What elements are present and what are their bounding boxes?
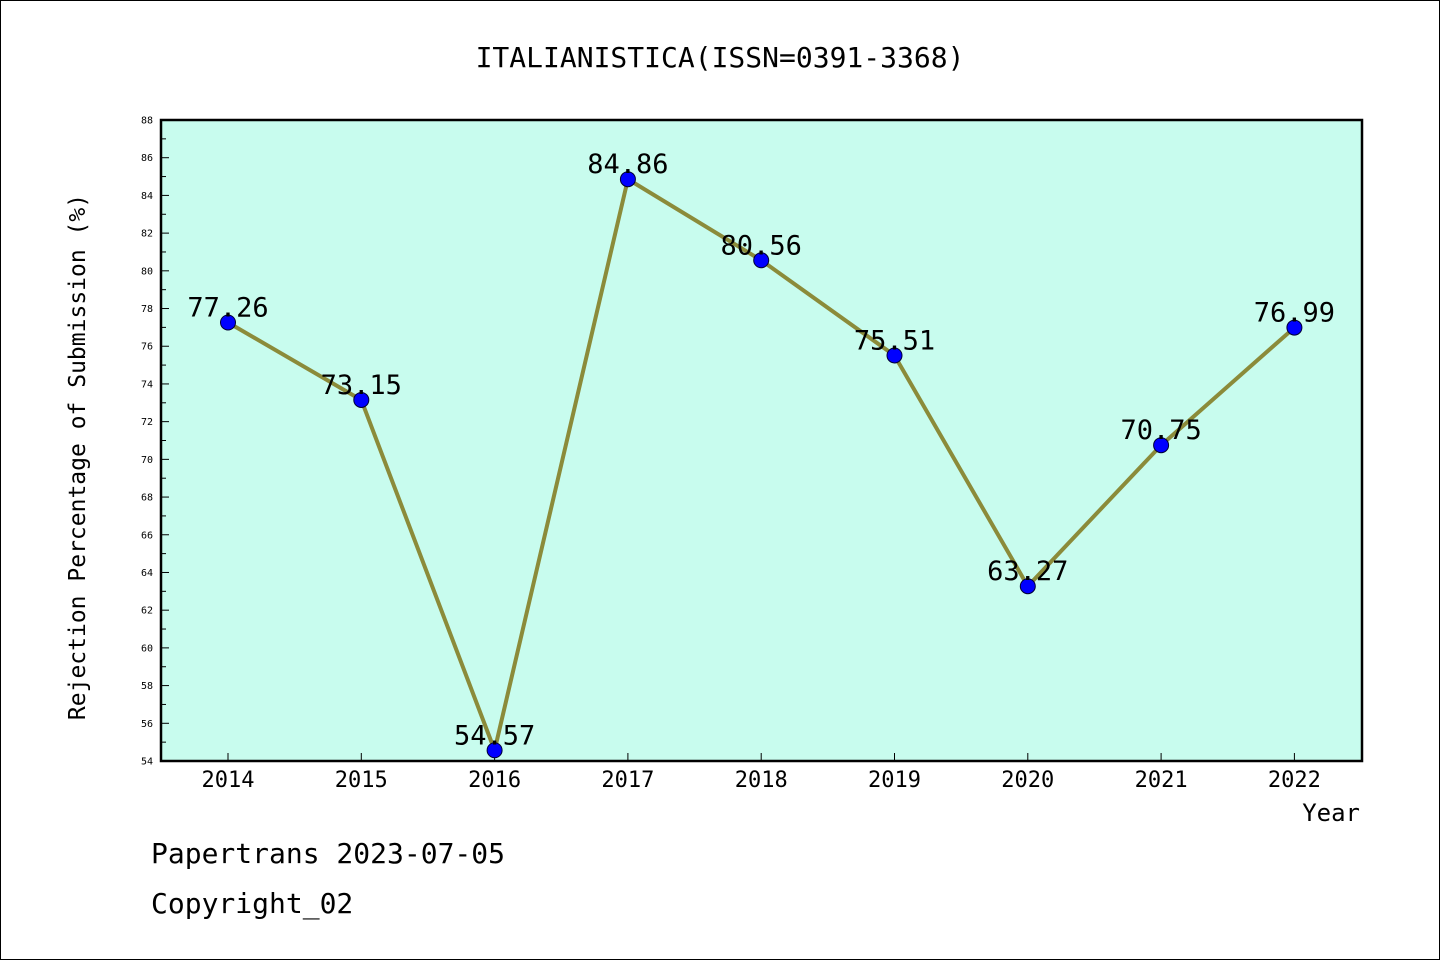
y-tick-label: 56 [141, 719, 153, 730]
y-tick-label: 70 [141, 455, 153, 466]
y-axis-label: Rejection Percentage of Submission (%) [65, 194, 91, 720]
data-label: 77.26 [187, 292, 268, 323]
chart-title: ITALIANISTICA(ISSN=0391-3368) [476, 41, 965, 74]
data-point [486, 742, 503, 759]
data-label: 70.75 [1120, 415, 1201, 446]
y-tick-label: 74 [141, 379, 153, 390]
y-tick-label: 62 [141, 606, 153, 617]
plot-frame [159, 118, 1364, 763]
data-label: 75.51 [854, 325, 935, 356]
data-point [220, 314, 236, 331]
y-tick-label: 82 [141, 229, 153, 240]
x-tick-label: 2014 [202, 768, 255, 793]
x-tick-label: 2019 [868, 768, 921, 793]
data-point [1019, 578, 1036, 595]
x-tick-label: 2015 [335, 768, 388, 793]
data-point [619, 171, 636, 188]
x-tick-label: 2016 [468, 768, 521, 793]
data-label: 80.56 [721, 230, 802, 261]
y-tick-label: 78 [141, 304, 153, 315]
x-tick-label: 2021 [1135, 768, 1188, 793]
y-tick-label: 58 [141, 681, 153, 692]
y-tick-label: 72 [141, 417, 153, 428]
y-tick-label: 64 [141, 568, 153, 579]
data-point [1153, 437, 1170, 454]
y-tick-label: 68 [141, 493, 153, 504]
y-tick-label: 60 [141, 643, 153, 654]
data-label: 73.15 [321, 370, 402, 401]
data-point [1286, 319, 1303, 336]
data-point [353, 391, 370, 408]
y-tick-label: 84 [141, 191, 153, 202]
x-tick-label: 2022 [1268, 768, 1321, 793]
x-tick-label: 2020 [1001, 768, 1054, 793]
footer-copyright: Copyright_02 [151, 887, 354, 920]
y-tick-label: 66 [141, 530, 153, 541]
data-label: 76.99 [1254, 298, 1335, 329]
y-tick-label: 76 [141, 342, 153, 353]
y-tick-label: 86 [141, 153, 153, 164]
y-tick-label: 88 [141, 116, 153, 127]
footer-date: Papertrans 2023-07-05 [151, 837, 506, 870]
data-label: 63.27 [987, 556, 1068, 587]
x-tick-label: 2017 [601, 768, 654, 793]
x-tick-label: 2018 [735, 768, 788, 793]
y-tick-label: 80 [141, 266, 153, 277]
data-label: 54.57 [454, 720, 535, 751]
data-point [753, 252, 770, 269]
x-axis-label: Year [1302, 799, 1360, 827]
data-point [886, 347, 903, 364]
y-tick-label: 54 [141, 757, 153, 768]
data-label: 84.86 [587, 149, 668, 180]
